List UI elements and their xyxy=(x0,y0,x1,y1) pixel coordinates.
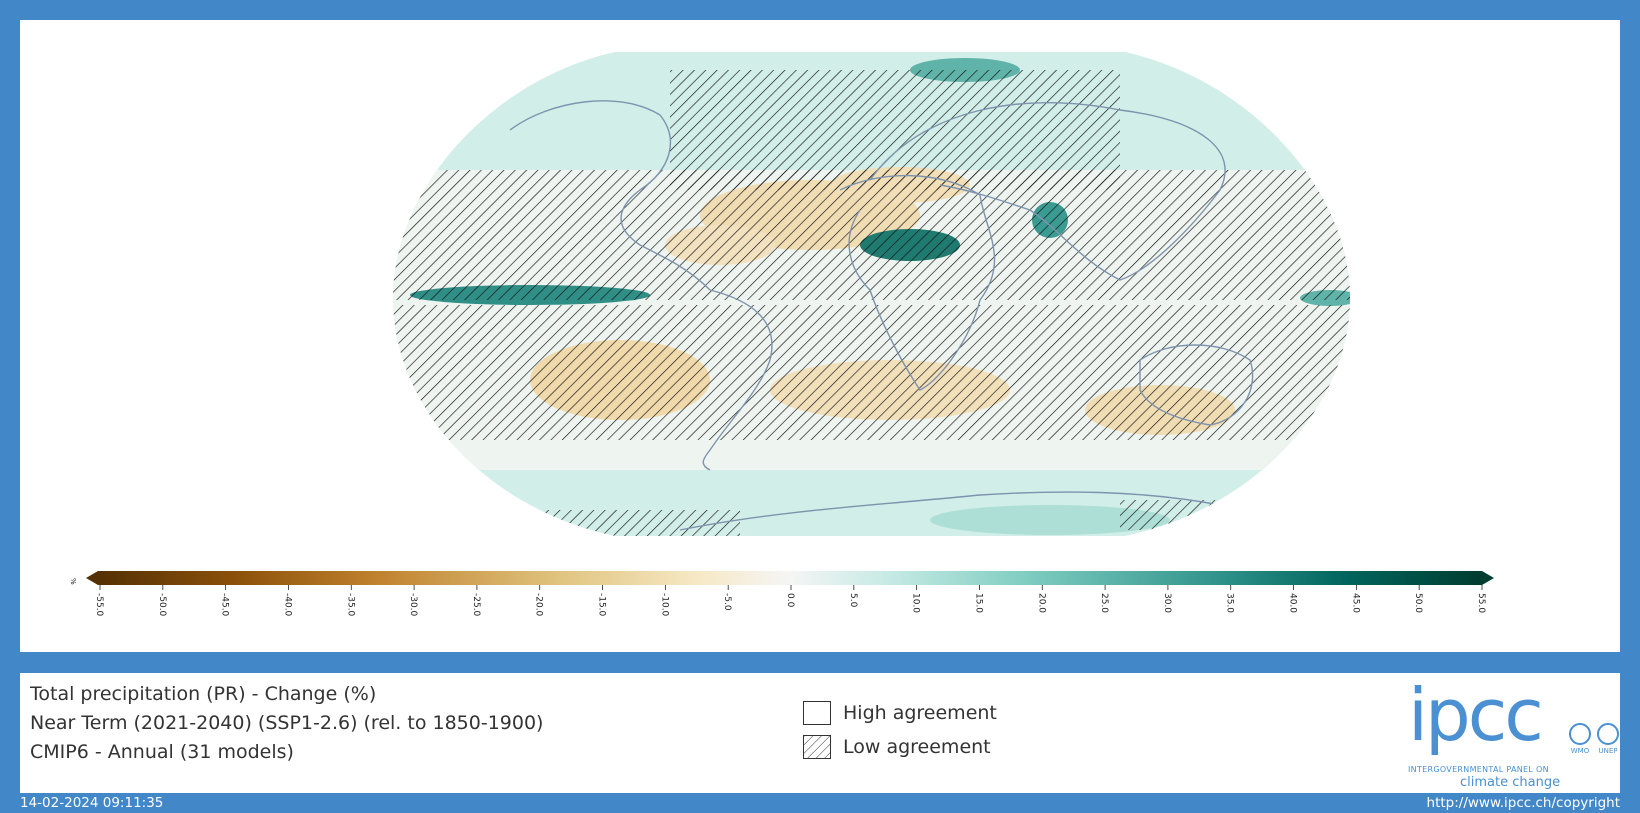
footer-copyright-link[interactable]: http://www.ipcc.ch/copyright xyxy=(1426,795,1620,811)
colorbar-tick-label: -45.0 xyxy=(220,593,230,617)
coast-australia xyxy=(1139,344,1254,426)
map-panel: % -55.0 -50.0 -45.0 -40.0 -35.0 -30.0 -25.0 -20… xyxy=(20,20,1620,652)
hatch-region-antarctic-east xyxy=(1120,500,1220,530)
legend-low-label: Low agreement xyxy=(843,736,991,758)
coast-antarctica xyxy=(679,491,1221,531)
unep-emblem-icon xyxy=(1597,723,1619,745)
footer-timestamp: 14-02-2024 09:11:35 xyxy=(20,795,164,811)
ipcc-logo: ipcc INTERGOVERNMENTAL PANEL ON climate … xyxy=(1408,673,1561,793)
wmo-emblem-icon xyxy=(1569,723,1591,745)
colorbar-tick-label: 25.0 xyxy=(1099,593,1109,613)
colorbar-tick-label: -10.0 xyxy=(659,593,669,617)
world-map: % -55.0 -50.0 -45.0 -40.0 -35.0 -30.0 -25.0 -20… xyxy=(69,52,1494,617)
colorbar-tick-label: 5.0 xyxy=(848,593,858,608)
colorbar-tick-label: -25.0 xyxy=(471,593,481,617)
colorbar-tick-label: 30.0 xyxy=(1162,593,1172,613)
coastlines xyxy=(509,100,1254,531)
unep-label: UNEP xyxy=(1598,747,1618,755)
colorbar-tick-label: -35.0 xyxy=(345,593,355,617)
colorbar-tick-label: 45.0 xyxy=(1350,593,1360,613)
ipcc-logo-subtitle: INTERGOVERNMENTAL PANEL ON xyxy=(1408,765,1549,774)
map-subtitle-dataset: CMIP6 - Annual (31 models) xyxy=(30,741,294,763)
unep-logo: UNEP xyxy=(1594,723,1622,755)
colorbar-tick-label: 0.0 xyxy=(785,593,795,608)
colorbar-tick-label: 15.0 xyxy=(973,593,983,613)
colorbar-tick-label: -40.0 xyxy=(282,593,292,617)
colorbar-tick-label: 50.0 xyxy=(1413,593,1423,613)
colorbar-tick-label: 20.0 xyxy=(1036,593,1046,613)
colorbar-ticks: -55.0 -50.0 -45.0 -40.0 -35.0 -30.0 -25.0 -20.0… xyxy=(94,585,1486,617)
info-panel: Total precipitation (PR) - Change (%) Ne… xyxy=(20,673,1620,793)
legend-high-label: High agreement xyxy=(843,702,997,724)
legend-box-hatched xyxy=(803,735,831,759)
legend-low-agreement: Low agreement xyxy=(803,735,991,759)
colorbar-tick-label: -30.0 xyxy=(408,593,418,617)
coast-eurasia xyxy=(869,102,1226,281)
colorbar-tick-label: -55.0 xyxy=(94,593,104,617)
colorbar-tick-label: -5.0 xyxy=(722,593,732,611)
colorbar-tick-label: 55.0 xyxy=(1476,593,1486,613)
hatch-region-tropics-south xyxy=(393,305,1350,440)
colorbar-tick-label: 40.0 xyxy=(1288,593,1298,613)
map-title: Total precipitation (PR) - Change (%) xyxy=(30,683,377,705)
colorbar-tick-label: 10.0 xyxy=(911,593,921,613)
coast-africa xyxy=(839,174,996,391)
colorbar-tick-label: 35.0 xyxy=(1225,593,1235,613)
colorbar-tick-label: -15.0 xyxy=(597,593,607,617)
coast-north-america xyxy=(509,100,711,291)
map-subtitle-period: Near Term (2021-2040) (SSP1-2.6) (rel. t… xyxy=(30,712,544,734)
ipcc-logo-word: ipcc xyxy=(1408,673,1544,757)
hatch-region-tropics-north xyxy=(393,170,1350,300)
colorbar: % -55.0 -50.0 -45.0 -40.0 -35.0 -30.0 -25.0 -20… xyxy=(69,571,1494,617)
colorbar-tick-label: -20.0 xyxy=(534,593,544,617)
colorbar-gradient xyxy=(98,571,1482,585)
ipcc-logo-tagline: climate change xyxy=(1460,775,1561,790)
wmo-logo: WMO xyxy=(1566,723,1594,755)
colorbar-unit: % xyxy=(69,578,77,585)
legend-high-agreement: High agreement xyxy=(803,701,997,725)
colorbar-tick-label: -50.0 xyxy=(157,593,167,617)
wet-band-southern-ocean xyxy=(930,505,1170,535)
coast-south-america xyxy=(702,289,773,471)
legend-box-plain xyxy=(803,701,831,725)
map-field xyxy=(393,52,1350,536)
colorbar-extend-low xyxy=(86,571,98,585)
wmo-label: WMO xyxy=(1570,747,1590,755)
colorbar-extend-high xyxy=(1482,571,1494,585)
